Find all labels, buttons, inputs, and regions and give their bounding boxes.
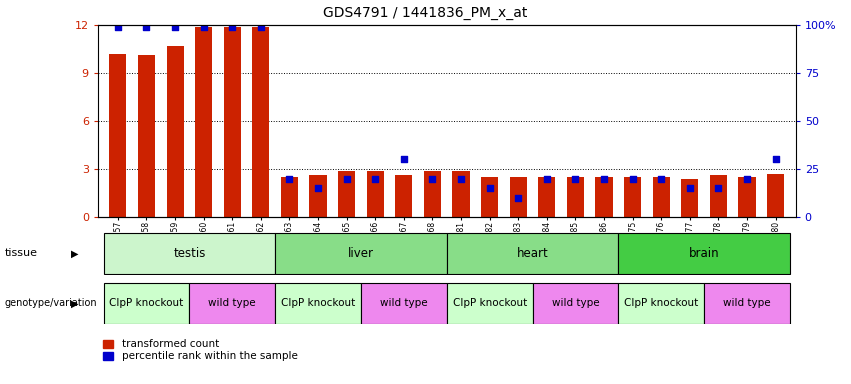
Point <box>140 24 153 30</box>
Point <box>368 175 382 182</box>
Bar <box>104 233 275 274</box>
Text: wild type: wild type <box>723 298 771 308</box>
Point <box>226 24 239 30</box>
Text: brain: brain <box>688 247 719 260</box>
Point <box>654 175 668 182</box>
Bar <box>275 233 447 274</box>
Text: GDS4791 / 1441836_PM_x_at: GDS4791 / 1441836_PM_x_at <box>323 6 528 20</box>
Bar <box>682 179 699 217</box>
Text: ClpP knockout: ClpP knockout <box>110 298 184 308</box>
Text: ClpP knockout: ClpP knockout <box>624 298 699 308</box>
Point <box>540 175 554 182</box>
Bar <box>252 26 270 217</box>
Point <box>511 195 525 201</box>
Bar <box>281 177 298 217</box>
Point <box>568 175 582 182</box>
Text: liver: liver <box>348 247 374 260</box>
Text: genotype/variation: genotype/variation <box>4 298 97 308</box>
Point <box>597 175 611 182</box>
Text: tissue: tissue <box>4 248 37 258</box>
Bar <box>424 170 441 217</box>
Bar <box>224 26 241 217</box>
Bar <box>767 174 785 217</box>
Point <box>311 185 325 191</box>
Point <box>197 24 210 30</box>
Bar <box>653 177 670 217</box>
Bar <box>167 46 184 217</box>
Bar <box>190 283 275 324</box>
Legend: transformed count, percentile rank within the sample: transformed count, percentile rank withi… <box>103 339 298 361</box>
Bar <box>510 177 527 217</box>
Point <box>168 24 182 30</box>
Point <box>283 175 296 182</box>
Bar <box>704 283 790 324</box>
Bar <box>310 175 327 217</box>
Bar <box>739 177 756 217</box>
Point <box>426 175 439 182</box>
Bar <box>596 177 613 217</box>
Text: testis: testis <box>174 247 206 260</box>
Text: heart: heart <box>517 247 548 260</box>
Bar <box>567 177 584 217</box>
Bar <box>104 283 190 324</box>
Text: wild type: wild type <box>380 298 428 308</box>
Bar <box>453 170 470 217</box>
Text: ClpP knockout: ClpP knockout <box>281 298 355 308</box>
Point <box>397 156 411 162</box>
Bar <box>710 175 727 217</box>
Text: ▶: ▶ <box>71 248 78 258</box>
Point <box>683 185 697 191</box>
Bar <box>361 283 447 324</box>
Point <box>625 175 639 182</box>
Bar <box>481 177 498 217</box>
Bar <box>619 283 704 324</box>
Bar <box>138 55 155 217</box>
Point <box>483 185 496 191</box>
Bar <box>447 283 533 324</box>
Bar <box>367 170 384 217</box>
Bar <box>338 170 355 217</box>
Text: ▶: ▶ <box>71 298 78 308</box>
Point <box>768 156 782 162</box>
Point <box>340 175 353 182</box>
Point <box>254 24 268 30</box>
Bar <box>195 26 212 217</box>
Point <box>111 24 125 30</box>
Text: wild type: wild type <box>551 298 599 308</box>
Bar <box>396 175 413 217</box>
Bar <box>619 233 790 274</box>
Text: ClpP knockout: ClpP knockout <box>453 298 527 308</box>
Point <box>454 175 468 182</box>
Bar <box>109 54 127 217</box>
Point <box>740 175 754 182</box>
Bar <box>624 177 642 217</box>
Text: wild type: wild type <box>208 298 256 308</box>
Bar <box>447 233 619 274</box>
Bar <box>539 177 556 217</box>
Bar <box>533 283 619 324</box>
Bar <box>275 283 361 324</box>
Point <box>711 185 725 191</box>
